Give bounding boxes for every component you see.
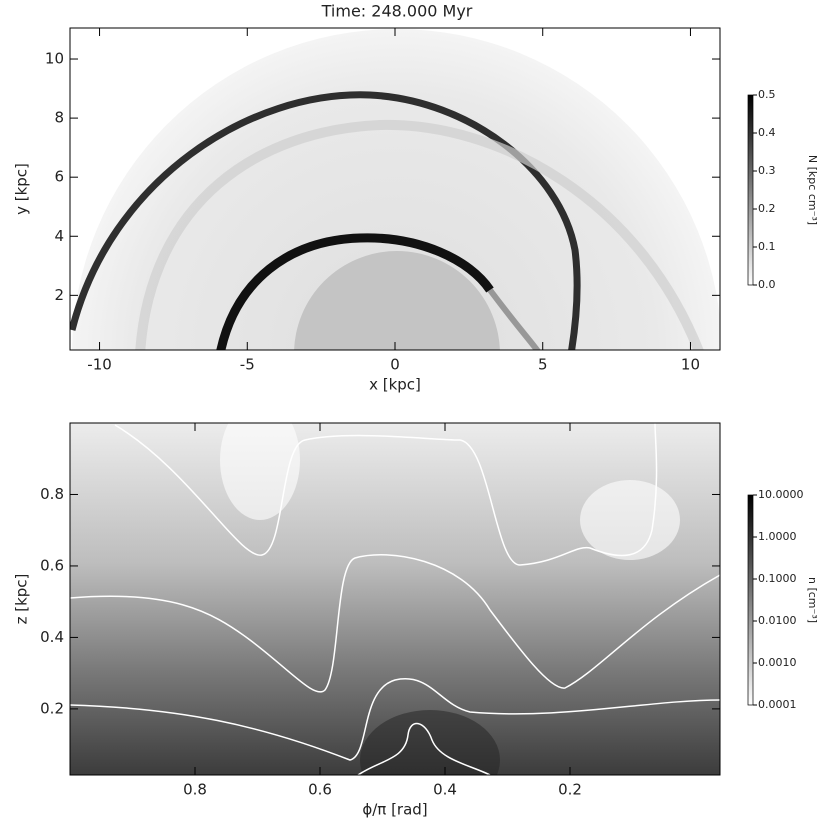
colorbar-tick-label: 0.0100 [758,614,797,627]
x-axis-label: ϕ/π [rad] [362,801,427,819]
density-slice [70,423,720,775]
colorbar-tick-label: 0.5 [758,88,776,101]
y-tick-label: 0.8 [40,485,64,503]
y-tick-label: 0.4 [40,628,64,646]
colorbar-tick-label: 10.0000 [758,488,804,501]
y-tick-label: 0.6 [40,556,64,574]
x-tick-label: 0.8 [183,781,207,799]
colorbar-tick-label: 0.2 [758,202,776,215]
y-tick-label: 4 [54,227,64,245]
y-tick-label: 0.2 [40,699,64,717]
colorbar-tick-label: 0.1000 [758,572,797,585]
x-tick-label: 0.4 [433,781,457,799]
x-tick-label: 0.6 [308,781,332,799]
colorbar-tick-label: 0.1 [758,240,776,253]
x-tick-label: -10 [87,356,112,374]
colorbar: 0.0 0.1 0.2 0.3 0.4 0.5 N [kpc cm⁻³] [747,88,819,291]
y-tick-label: 2 [54,286,64,304]
x-tick-label: 10 [681,356,700,374]
colorbar-tick-label: 1.0000 [758,530,797,543]
x-axis-label: x [kpc] [369,376,421,394]
colorbar: 0.0001 0.0010 0.0100 0.1000 1.0000 10.0000 n [… [747,488,819,711]
x-tick-label: 0 [390,356,400,374]
y-tick-label: 8 [54,109,64,127]
density-map [70,29,720,350]
x-tick-label: 5 [538,356,548,374]
y-tick-label: 10 [45,50,64,68]
x-tick-label: 0.2 [558,781,582,799]
colorbar-tick-label: 0.4 [758,126,776,139]
y-axis-label: z [kpc] [13,574,31,625]
y-tick-label: 6 [54,168,64,186]
colorbar-tick-label: 0.0 [758,278,776,291]
colorbar-tick-label: 0.3 [758,164,776,177]
colorbar-label: N [kpc cm⁻³] [806,155,819,225]
y-axis-label: y [kpc] [13,163,31,215]
colorbar-tick-label: 0.0010 [758,656,797,669]
colorbar-tick-label: 0.0001 [758,698,797,711]
title: Time: 248.000 Myr [321,2,473,21]
colorbar-scale [747,94,754,286]
x-tick-label: -5 [240,356,255,374]
colorbar-label: n [cm⁻³] [806,577,819,623]
plot-frame [69,422,721,776]
colorbar-scale [747,494,754,706]
